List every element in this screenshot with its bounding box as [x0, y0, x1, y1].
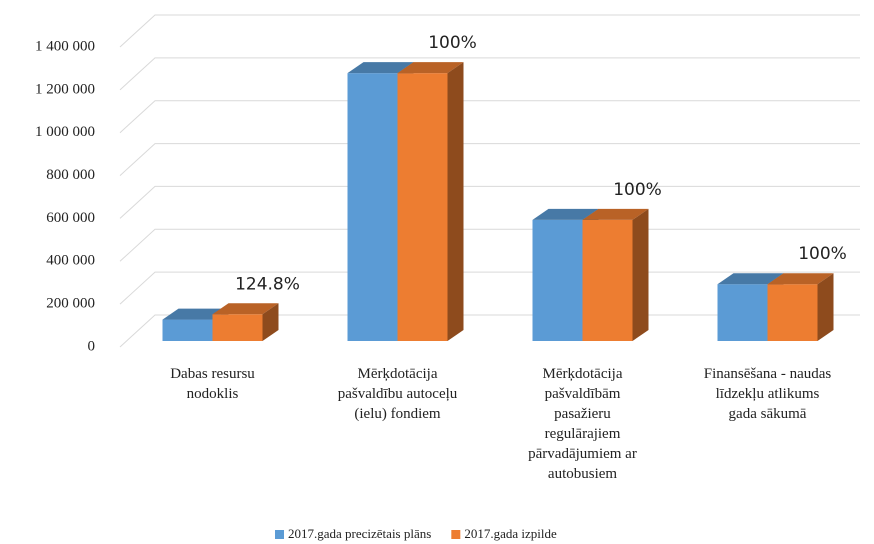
x-tick-label: Dabas resursu nodoklis — [170, 366, 255, 402]
bar-front — [162, 319, 213, 341]
bar-front — [532, 219, 583, 341]
x-tick-line: Dabas resursu — [170, 366, 255, 382]
bar-front — [582, 219, 633, 341]
grid-line — [119, 143, 860, 176]
annotation: 100% — [428, 33, 477, 53]
legend-label: 2017.gada precizētais plāns — [288, 526, 431, 541]
bar-front — [717, 284, 768, 341]
x-tick-line: pašvaldību autoceļu — [338, 386, 458, 402]
bar-top — [397, 62, 464, 74]
bar-top — [717, 273, 784, 285]
bar-top — [532, 208, 599, 220]
annotation: 100% — [613, 180, 662, 200]
bar-side — [817, 273, 834, 341]
bar-top — [162, 308, 229, 320]
y-tick-label: 1 400 000 — [35, 38, 95, 54]
bar — [582, 208, 649, 341]
x-tick-line: autobusiem — [548, 466, 617, 482]
bar-front — [767, 284, 818, 341]
x-tick-line: Finansēšana - naudas — [704, 366, 832, 382]
y-tick-label: 1 000 000 — [35, 124, 95, 140]
x-tick-line: (ielu) fondiem — [354, 406, 441, 422]
x-tick-line: nodoklis — [187, 386, 239, 402]
bar-top — [212, 303, 279, 315]
x-tick-line: pārvadājumiem ar — [528, 446, 637, 462]
x-tick-line: gada sākumā — [729, 406, 807, 422]
annotation: 100% — [798, 244, 847, 264]
bar — [397, 62, 464, 342]
x-tick-label: Mērķdotācija pašvaldību autoceļu (ielu) fo… — [338, 366, 458, 422]
bar-front — [212, 314, 263, 341]
bar-side — [632, 208, 649, 341]
grid-line — [119, 228, 860, 262]
bar-top — [347, 62, 414, 74]
grid-line — [119, 14, 860, 48]
grid-line — [119, 185, 860, 219]
y-tick-label: 400 000 — [46, 253, 95, 269]
x-tick-line: pašvaldībām — [545, 386, 621, 402]
grid-line — [119, 57, 860, 91]
bar-top — [582, 208, 649, 220]
grid-line — [119, 100, 860, 134]
bar-front — [347, 73, 398, 342]
annotation: 124.8% — [235, 274, 300, 294]
x-tick-line: regulārajiem — [545, 426, 621, 442]
bar-front — [397, 73, 448, 342]
legend-swatch — [451, 530, 461, 539]
x-tick-label: Mērķdotācija pašvaldībām pasažieru regulāra… — [528, 366, 637, 482]
x-tick-line: līdzekļu atlikums — [716, 386, 820, 402]
y-tick-label: 1 200 000 — [35, 81, 95, 97]
y-tick-label: 0 — [88, 338, 96, 354]
y-tick-label: 200 000 — [46, 296, 95, 312]
x-tick-line: Mērķdotācija — [543, 366, 623, 382]
bar — [212, 303, 279, 341]
bar — [767, 273, 834, 341]
x-tick-line: Mērķdotācija — [358, 366, 438, 382]
x-tick-label: Finansēšana - naudas līdzekļu atlikums gad… — [704, 366, 832, 422]
bar-top — [767, 273, 834, 285]
y-tick-label: 600 000 — [46, 210, 95, 226]
bar-side — [447, 62, 464, 342]
x-tick-line: pasažieru — [554, 406, 611, 422]
legend-label: 2017.gada izpilde — [464, 526, 557, 541]
y-tick-label: 800 000 — [46, 167, 95, 183]
bar-side — [262, 303, 279, 341]
legend-swatch — [275, 530, 284, 539]
